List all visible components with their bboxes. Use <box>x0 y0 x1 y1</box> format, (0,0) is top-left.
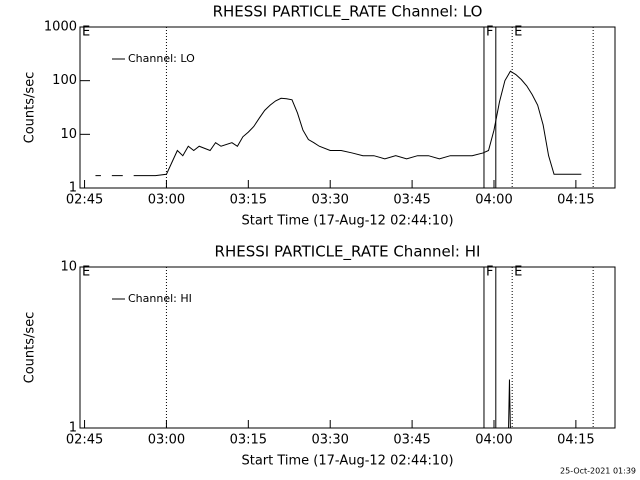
data-line <box>508 379 511 429</box>
y-axis-label: Counts/sec <box>23 72 38 144</box>
flag-label: F <box>486 265 493 280</box>
legend-label: Channel: HI <box>128 292 192 305</box>
flag-label: E <box>82 25 90 40</box>
chart-title: RHESSI PARTICLE_RATE Channel: HI <box>215 243 481 262</box>
x-tick-label: 03:15 <box>230 433 267 448</box>
x-axis-label: Start Time (17-Aug-12 02:44:10) <box>241 214 453 229</box>
x-axis-label: Start Time (17-Aug-12 02:44:10) <box>241 454 453 469</box>
y-tick-label: 10 <box>60 127 77 142</box>
legend-label: Channel: LO <box>128 52 195 65</box>
chart-title: RHESSI PARTICLE_RATE Channel: LO <box>213 3 483 22</box>
x-tick-label: 03:30 <box>311 433 348 448</box>
plot-frame <box>79 26 616 189</box>
x-tick-label: 02:45 <box>66 433 103 448</box>
y-tick-label: 1 <box>69 421 77 436</box>
y-tick-label: 10 <box>60 260 77 275</box>
x-tick-label: 04:00 <box>475 193 512 208</box>
footer: 25-Oct-2021 01:39 <box>560 467 636 476</box>
flag-label: E <box>514 265 522 280</box>
y-tick-label: 1 <box>69 181 77 196</box>
flag-label: F <box>486 25 493 40</box>
plot-frame <box>79 266 616 429</box>
x-tick-label: 04:00 <box>475 433 512 448</box>
x-tick-label: 04:15 <box>557 433 594 448</box>
y-axis-label: Counts/sec <box>23 312 38 384</box>
x-tick-label: 03:15 <box>230 193 267 208</box>
flag-label: E <box>514 25 522 40</box>
y-tick-label: 1000 <box>44 20 77 35</box>
x-tick-label: 03:00 <box>148 433 185 448</box>
y-tick-label: 100 <box>52 73 77 88</box>
x-tick-label: 03:00 <box>148 193 185 208</box>
x-tick-label: 02:45 <box>66 193 103 208</box>
x-tick-label: 04:15 <box>557 193 594 208</box>
flag-label: E <box>82 265 90 280</box>
x-tick-label: 03:45 <box>393 193 430 208</box>
x-tick-label: 03:45 <box>393 433 430 448</box>
x-tick-label: 03:30 <box>311 193 348 208</box>
